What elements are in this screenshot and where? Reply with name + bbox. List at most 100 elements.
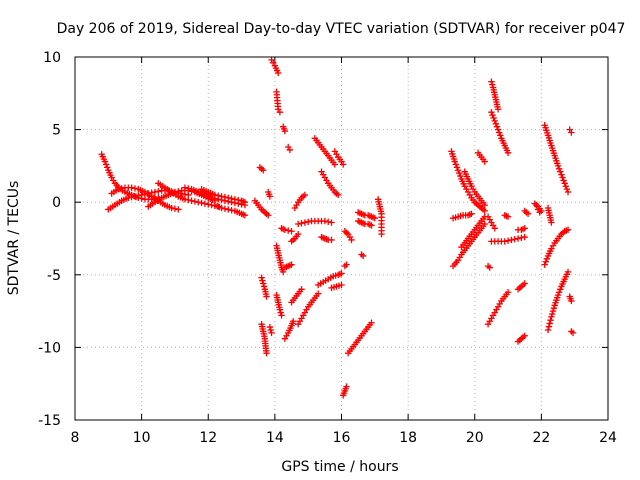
data-point: [494, 106, 502, 113]
y-tick-label: -10: [38, 340, 61, 356]
data-point: [550, 304, 558, 312]
x-tick-label: 20: [466, 430, 484, 446]
data-point: [564, 188, 572, 196]
data-point: [277, 309, 284, 316]
series-arc-27: [294, 217, 335, 228]
data-point: [457, 172, 464, 180]
data-point: [228, 195, 235, 202]
data-point: [288, 261, 295, 268]
data-point: [298, 220, 305, 227]
series-arc-18: [266, 323, 275, 337]
data-point: [201, 200, 209, 207]
data-point: [549, 307, 557, 315]
data-point: [331, 161, 339, 168]
series-arc-48: [474, 149, 488, 165]
series-arc-64: [541, 226, 572, 268]
data-point: [195, 199, 202, 206]
data-point: [521, 225, 528, 232]
series-arc-26: [291, 191, 309, 212]
data-point: [541, 261, 548, 268]
data-point: [221, 193, 229, 201]
data-point: [492, 120, 500, 127]
data-point: [314, 290, 322, 297]
series-arc-08: [211, 201, 249, 219]
data-point: [151, 188, 159, 196]
series-arc-60: [531, 200, 545, 215]
data-point: [185, 196, 192, 204]
data-point: [301, 191, 309, 199]
series-arc-15: [265, 188, 274, 200]
series-arc-31: [318, 233, 335, 244]
data-point: [215, 192, 222, 199]
data-point: [368, 222, 375, 229]
data-point: [260, 280, 267, 287]
series-arc-43: [448, 148, 488, 215]
series-arc-24: [288, 286, 305, 306]
series-arc-52: [484, 213, 498, 232]
data-point: [288, 228, 295, 235]
y-tick-label: -5: [47, 268, 61, 284]
data-point: [171, 205, 179, 212]
data-point: [175, 206, 182, 213]
series-arc-37: [341, 261, 350, 270]
data-point: [276, 108, 284, 116]
data-point: [225, 194, 232, 202]
data-point: [298, 286, 305, 293]
series-arc-45: [449, 210, 475, 222]
data-point: [348, 236, 355, 244]
data-point: [564, 268, 572, 276]
x-tick-label: 10: [133, 430, 151, 446]
series-arc-07: [198, 185, 249, 206]
data-point: [235, 196, 242, 204]
data-point: [185, 185, 192, 192]
data-point: [554, 291, 562, 299]
data-point: [452, 161, 460, 168]
series-arc-53: [488, 233, 528, 245]
data-point: [490, 114, 497, 122]
series-arc-62: [541, 122, 572, 196]
data-point: [268, 329, 275, 337]
data-point: [328, 236, 335, 244]
data-point: [486, 264, 493, 271]
series-arc-34: [331, 148, 347, 168]
data-point: [453, 164, 461, 171]
data-point: [131, 193, 139, 200]
data-point: [521, 280, 528, 287]
data-point: [481, 158, 488, 165]
data-point: [524, 210, 532, 218]
series-arc-38: [341, 228, 355, 244]
data-point: [181, 184, 189, 191]
data-point: [343, 261, 350, 268]
data-point: [281, 226, 289, 233]
data-point: [359, 252, 367, 260]
data-point: [181, 196, 189, 203]
series-arc-61: [534, 206, 543, 216]
data-point: [555, 165, 563, 173]
data-point: [371, 214, 379, 222]
data-point: [558, 171, 565, 178]
data-point: [128, 193, 135, 201]
series-arc-33: [328, 281, 345, 292]
series-arc-09: [251, 197, 272, 219]
series-arc-03: [108, 184, 182, 213]
data-point: [225, 206, 232, 213]
data-point: [549, 310, 556, 318]
data-point: [504, 213, 512, 220]
series-arc-39: [354, 209, 379, 222]
data-point: [542, 258, 550, 265]
data-point: [138, 191, 145, 199]
series-arc-35: [339, 383, 350, 399]
data-point: [294, 220, 302, 228]
data-point: [548, 313, 555, 321]
data-point: [321, 217, 329, 225]
series-arc-41: [358, 251, 367, 260]
data-point: [118, 185, 125, 192]
data-point: [102, 161, 110, 168]
y-tick-label: 5: [52, 123, 61, 139]
series-arc-58: [514, 332, 528, 345]
data-point: [545, 323, 553, 330]
data-point: [115, 185, 122, 193]
data-point: [168, 204, 175, 212]
data-point: [191, 198, 199, 205]
